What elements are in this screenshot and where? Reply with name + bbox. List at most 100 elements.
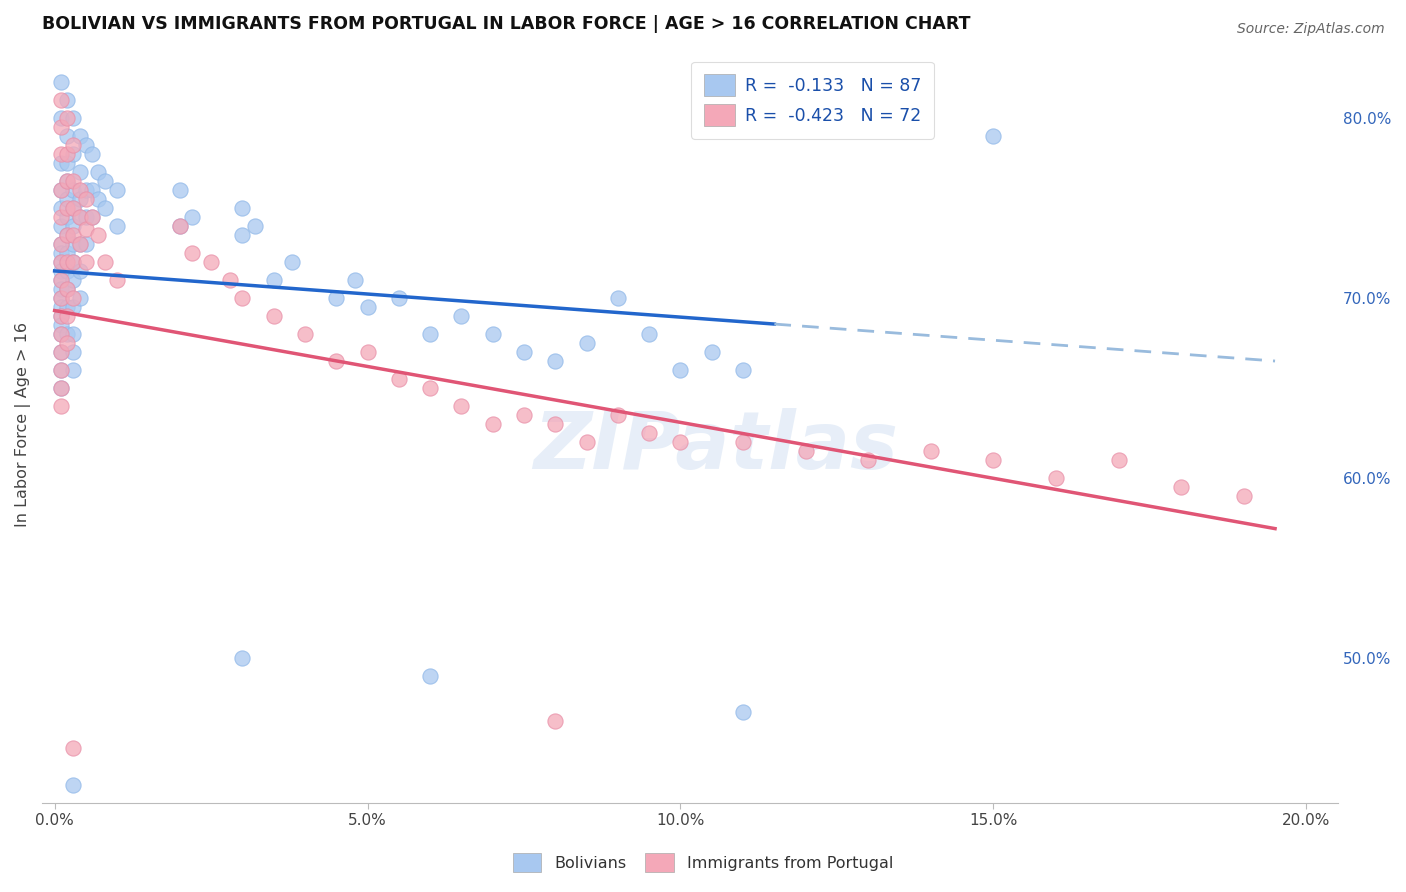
Point	[75, 236, 97, 251]
Point	[920, 444, 942, 458]
Point	[93, 201, 115, 215]
Point	[56, 192, 79, 206]
Point	[388, 291, 411, 305]
Point	[49, 93, 72, 107]
Point	[49, 309, 72, 323]
Point	[56, 326, 79, 341]
Point	[544, 417, 567, 431]
Point	[82, 210, 104, 224]
Point	[69, 128, 91, 143]
Point	[49, 381, 72, 395]
Point	[69, 264, 91, 278]
Point	[56, 128, 79, 143]
Point	[62, 273, 84, 287]
Point	[82, 210, 104, 224]
Point	[49, 363, 72, 377]
Point	[49, 381, 72, 395]
Point	[56, 174, 79, 188]
Point	[983, 128, 1005, 143]
Point	[62, 255, 84, 269]
Point	[49, 326, 72, 341]
Point	[56, 309, 79, 323]
Point	[75, 137, 97, 152]
Point	[49, 309, 72, 323]
Point	[181, 246, 204, 260]
Y-axis label: In Labor Force | Age > 16: In Labor Force | Age > 16	[15, 322, 31, 526]
Point	[49, 111, 72, 125]
Point	[356, 300, 378, 314]
Point	[62, 174, 84, 188]
Point	[181, 210, 204, 224]
Point	[450, 309, 472, 323]
Point	[62, 363, 84, 377]
Point	[62, 146, 84, 161]
Point	[69, 165, 91, 179]
Point	[49, 326, 72, 341]
Point	[56, 246, 79, 260]
Point	[49, 236, 72, 251]
Point	[62, 291, 84, 305]
Point	[49, 75, 72, 89]
Point	[56, 282, 79, 296]
Point	[56, 201, 79, 215]
Point	[93, 174, 115, 188]
Point	[49, 210, 72, 224]
Point	[218, 273, 240, 287]
Point	[49, 345, 72, 359]
Point	[56, 111, 79, 125]
Point	[513, 345, 536, 359]
Point	[82, 146, 104, 161]
Point	[62, 137, 84, 152]
Point	[49, 300, 72, 314]
Point	[49, 291, 72, 305]
Point	[69, 236, 91, 251]
Point	[243, 219, 266, 233]
Point	[62, 201, 84, 215]
Point	[49, 236, 72, 251]
Point	[69, 210, 91, 224]
Point	[1170, 480, 1192, 494]
Point	[56, 336, 79, 351]
Point	[231, 651, 253, 665]
Point	[56, 210, 79, 224]
Point	[56, 93, 79, 107]
Legend: Bolivians, Immigrants from Portugal: Bolivians, Immigrants from Portugal	[505, 845, 901, 880]
Point	[231, 291, 253, 305]
Point	[700, 345, 723, 359]
Point	[733, 435, 755, 450]
Point	[49, 146, 72, 161]
Point	[56, 300, 79, 314]
Point	[56, 227, 79, 242]
Point	[638, 326, 661, 341]
Point	[49, 183, 72, 197]
Point	[263, 309, 285, 323]
Point	[75, 192, 97, 206]
Point	[388, 372, 411, 386]
Point	[56, 156, 79, 170]
Point	[669, 363, 692, 377]
Point	[49, 273, 72, 287]
Point	[356, 345, 378, 359]
Point	[49, 246, 72, 260]
Point	[62, 183, 84, 197]
Point	[419, 326, 441, 341]
Point	[325, 354, 347, 368]
Point	[87, 192, 110, 206]
Point	[62, 236, 84, 251]
Point	[62, 777, 84, 791]
Point	[69, 183, 91, 197]
Point	[231, 227, 253, 242]
Point	[75, 222, 97, 236]
Point	[49, 363, 72, 377]
Point	[294, 326, 316, 341]
Point	[56, 264, 79, 278]
Point	[69, 210, 91, 224]
Point	[49, 282, 72, 296]
Point	[56, 227, 79, 242]
Point	[49, 120, 72, 134]
Point	[1045, 471, 1067, 485]
Point	[733, 706, 755, 720]
Point	[481, 326, 503, 341]
Point	[62, 111, 84, 125]
Text: Source: ZipAtlas.com: Source: ZipAtlas.com	[1237, 22, 1385, 37]
